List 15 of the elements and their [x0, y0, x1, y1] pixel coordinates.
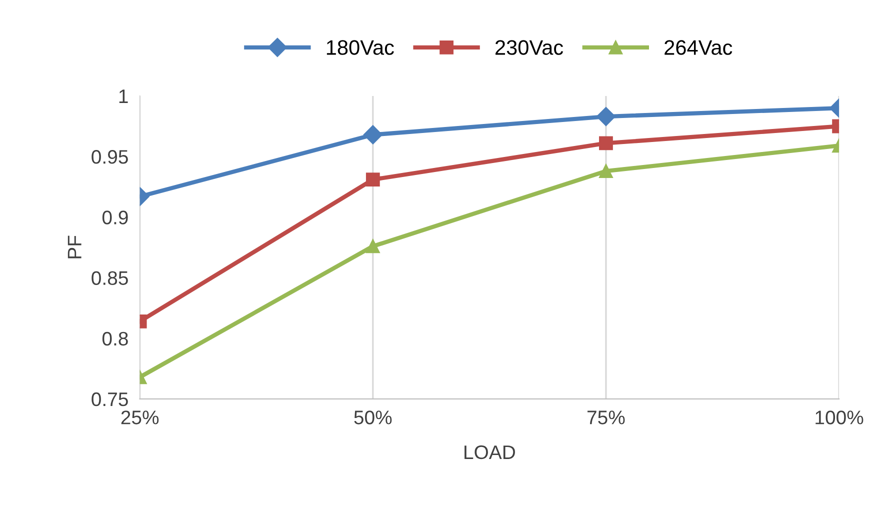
y-tick-label: 0.95 — [92, 150, 128, 164]
legend-label: 264Vac — [664, 40, 732, 55]
legend-label: 180Vac — [326, 40, 394, 55]
legend-label: 230Vac — [496, 40, 564, 55]
x-tick-label: 25% — [121, 410, 159, 424]
x-tick-label: 75% — [588, 410, 625, 424]
y-tick-label: 0.9 — [102, 210, 128, 224]
x-axis-title: LOAD — [464, 445, 515, 460]
y-tick-label: 1 — [119, 90, 128, 103]
x-tick-label: 100% — [816, 410, 864, 424]
y-axis-title: PF — [68, 236, 82, 258]
y-tick-label: 0.85 — [92, 271, 128, 285]
y-tick-label: 0.75 — [92, 392, 128, 406]
y-tick-label: 0.8 — [102, 332, 128, 346]
x-tick-label: 50% — [354, 410, 392, 424]
